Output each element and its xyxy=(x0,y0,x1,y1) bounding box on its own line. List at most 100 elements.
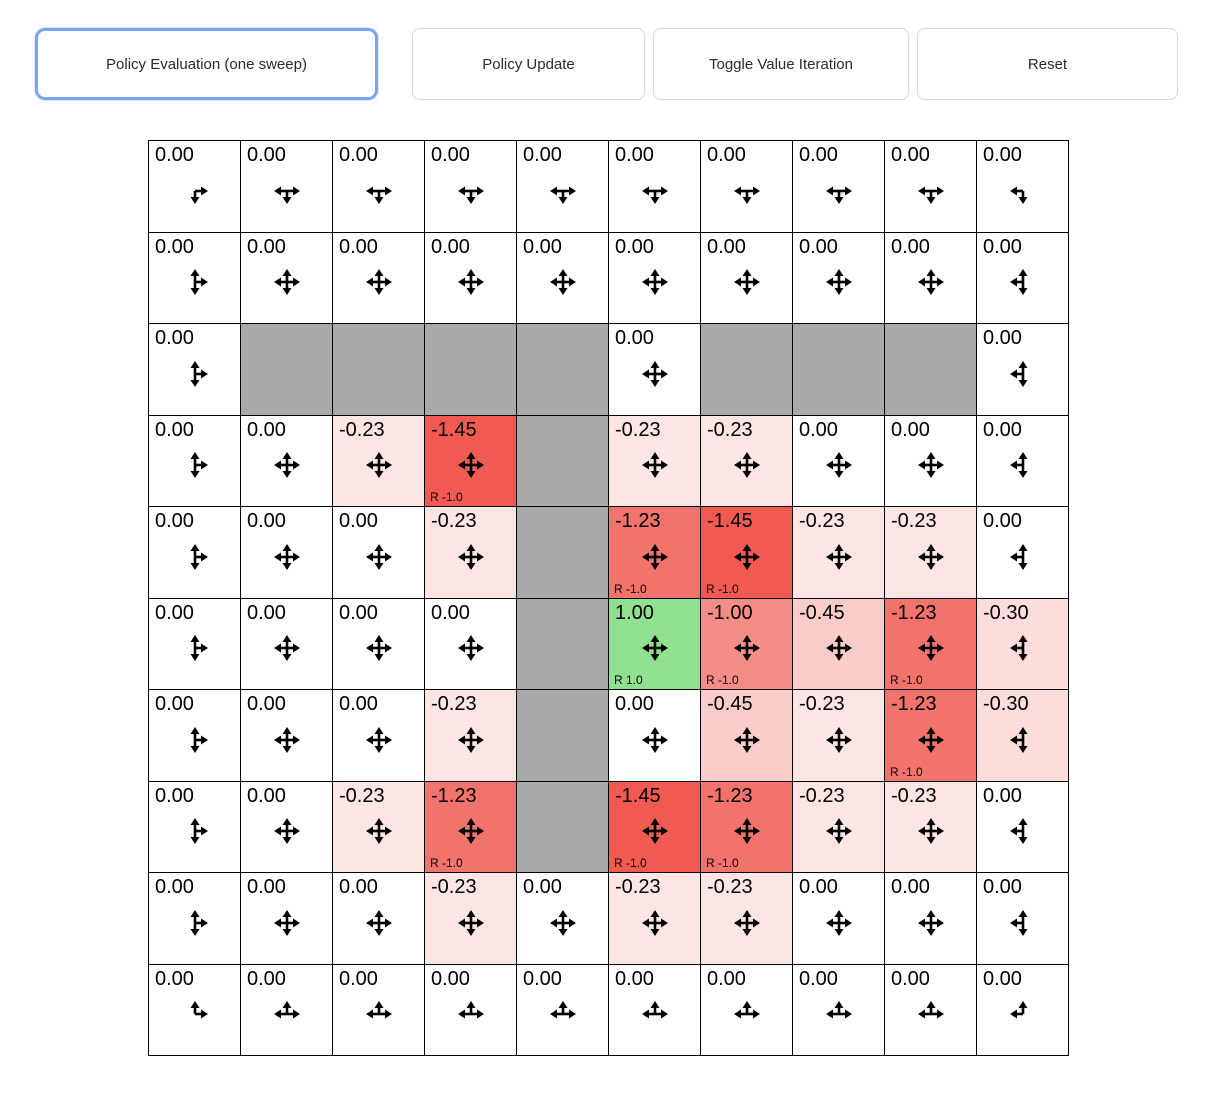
grid-cell[interactable]: -0.23 xyxy=(885,781,977,873)
grid-cell[interactable]: -1.23 R -1.0 xyxy=(701,781,793,873)
grid-cell[interactable]: 0.00 xyxy=(425,232,517,324)
grid-cell[interactable]: 0.00 xyxy=(793,415,885,507)
grid-cell[interactable]: 0.00 xyxy=(977,232,1069,324)
wall-cell[interactable] xyxy=(701,324,793,416)
grid-cell[interactable]: 0.00 xyxy=(977,141,1069,233)
grid-cell[interactable]: -0.23 xyxy=(425,873,517,965)
wall-cell[interactable] xyxy=(885,324,977,416)
grid-cell[interactable]: 0.00 xyxy=(333,690,425,782)
grid-cell[interactable]: -1.23 R -1.0 xyxy=(885,598,977,690)
grid-cell[interactable]: 0.00 xyxy=(609,324,701,416)
grid-cell[interactable]: 0.00 xyxy=(517,873,609,965)
grid-cell[interactable]: 0.00 xyxy=(333,232,425,324)
grid-cell[interactable]: -0.23 xyxy=(425,507,517,599)
grid-cell[interactable]: 0.00 xyxy=(885,873,977,965)
wall-cell[interactable] xyxy=(333,324,425,416)
grid-cell[interactable]: -1.45 R -1.0 xyxy=(425,415,517,507)
grid-cell[interactable]: 0.00 xyxy=(241,781,333,873)
grid-cell[interactable]: 0.00 xyxy=(241,507,333,599)
grid-cell[interactable]: -0.23 xyxy=(793,690,885,782)
grid-cell[interactable]: -0.45 xyxy=(793,598,885,690)
grid-cell[interactable]: 0.00 xyxy=(241,964,333,1056)
grid-cell[interactable]: 0.00 xyxy=(885,964,977,1056)
grid-cell[interactable]: -1.23 R -1.0 xyxy=(425,781,517,873)
grid-cell[interactable]: 0.00 xyxy=(425,598,517,690)
grid-cell[interactable]: -0.23 xyxy=(701,415,793,507)
grid-cell[interactable]: -0.23 xyxy=(885,507,977,599)
reset-button[interactable]: Reset xyxy=(917,28,1178,100)
grid-cell[interactable]: -1.45 R -1.0 xyxy=(701,507,793,599)
grid-cell[interactable]: 0.00 xyxy=(977,324,1069,416)
grid-cell[interactable]: 0.00 xyxy=(609,232,701,324)
grid-cell[interactable]: 0.00 xyxy=(149,141,241,233)
grid-cell[interactable]: -0.23 xyxy=(793,781,885,873)
grid-cell[interactable]: 0.00 xyxy=(885,141,977,233)
grid-cell[interactable]: 0.00 xyxy=(149,507,241,599)
grid-cell[interactable]: 0.00 xyxy=(241,690,333,782)
policy-evaluation-button[interactable]: Policy Evaluation (one sweep) xyxy=(35,28,378,100)
toggle-value-iteration-button[interactable]: Toggle Value Iteration xyxy=(653,28,909,100)
wall-cell[interactable] xyxy=(425,324,517,416)
grid-cell[interactable]: 0.00 xyxy=(241,141,333,233)
wall-cell[interactable] xyxy=(517,324,609,416)
grid-cell[interactable]: 0.00 xyxy=(517,232,609,324)
grid-cell[interactable]: 0.00 xyxy=(701,964,793,1056)
grid-cell[interactable]: 0.00 xyxy=(333,598,425,690)
grid-cell[interactable]: 0.00 xyxy=(149,324,241,416)
grid-cell[interactable]: 0.00 xyxy=(517,964,609,1056)
grid-cell[interactable]: -0.23 xyxy=(333,781,425,873)
grid-cell[interactable]: 0.00 xyxy=(701,232,793,324)
grid-cell[interactable]: 0.00 xyxy=(609,690,701,782)
grid-cell[interactable]: 0.00 xyxy=(977,964,1069,1056)
grid-cell[interactable]: -0.30 xyxy=(977,690,1069,782)
grid-cell[interactable]: 0.00 xyxy=(425,964,517,1056)
grid-cell[interactable]: 0.00 xyxy=(793,873,885,965)
grid-cell[interactable]: 0.00 xyxy=(333,873,425,965)
grid-cell[interactable]: 0.00 xyxy=(149,598,241,690)
grid-cell[interactable]: 0.00 xyxy=(149,873,241,965)
wall-cell[interactable] xyxy=(517,781,609,873)
grid-cell[interactable]: 0.00 xyxy=(977,781,1069,873)
grid-cell[interactable]: 0.00 xyxy=(241,415,333,507)
grid-cell[interactable]: 0.00 xyxy=(701,141,793,233)
grid-cell[interactable]: 0.00 xyxy=(149,690,241,782)
grid-cell[interactable]: -0.23 xyxy=(609,415,701,507)
grid-cell[interactable]: 0.00 xyxy=(609,141,701,233)
grid-cell[interactable]: -0.30 xyxy=(977,598,1069,690)
grid-cell[interactable]: 0.00 xyxy=(517,141,609,233)
grid-cell[interactable]: 1.00 R 1.0 xyxy=(609,598,701,690)
grid-cell[interactable]: 0.00 xyxy=(977,873,1069,965)
grid-cell[interactable]: 0.00 xyxy=(977,507,1069,599)
grid-cell[interactable]: 0.00 xyxy=(149,781,241,873)
grid-cell[interactable]: -0.23 xyxy=(701,873,793,965)
grid-cell[interactable]: -1.23 R -1.0 xyxy=(609,507,701,599)
grid-cell[interactable]: -0.23 xyxy=(333,415,425,507)
grid-cell[interactable]: 0.00 xyxy=(333,141,425,233)
grid-cell[interactable]: 0.00 xyxy=(425,141,517,233)
grid-cell[interactable]: 0.00 xyxy=(977,415,1069,507)
grid-cell[interactable]: -0.23 xyxy=(425,690,517,782)
grid-cell[interactable]: -1.45 R -1.0 xyxy=(609,781,701,873)
grid-cell[interactable]: 0.00 xyxy=(149,232,241,324)
grid-cell[interactable]: 0.00 xyxy=(241,598,333,690)
grid-cell[interactable]: 0.00 xyxy=(793,141,885,233)
grid-cell[interactable]: -0.23 xyxy=(793,507,885,599)
grid-cell[interactable]: -1.00 R -1.0 xyxy=(701,598,793,690)
wall-cell[interactable] xyxy=(517,598,609,690)
policy-update-button[interactable]: Policy Update xyxy=(412,28,645,100)
wall-cell[interactable] xyxy=(517,415,609,507)
grid-cell[interactable]: -0.23 xyxy=(609,873,701,965)
wall-cell[interactable] xyxy=(517,507,609,599)
wall-cell[interactable] xyxy=(241,324,333,416)
grid-cell[interactable]: 0.00 xyxy=(885,232,977,324)
grid-cell[interactable]: 0.00 xyxy=(333,507,425,599)
grid-cell[interactable]: 0.00 xyxy=(885,415,977,507)
grid-cell[interactable]: 0.00 xyxy=(241,873,333,965)
grid-cell[interactable]: 0.00 xyxy=(333,964,425,1056)
grid-cell[interactable]: 0.00 xyxy=(793,964,885,1056)
wall-cell[interactable] xyxy=(517,690,609,782)
grid-cell[interactable]: 0.00 xyxy=(609,964,701,1056)
grid-cell[interactable]: 0.00 xyxy=(241,232,333,324)
wall-cell[interactable] xyxy=(793,324,885,416)
grid-cell[interactable]: 0.00 xyxy=(149,415,241,507)
